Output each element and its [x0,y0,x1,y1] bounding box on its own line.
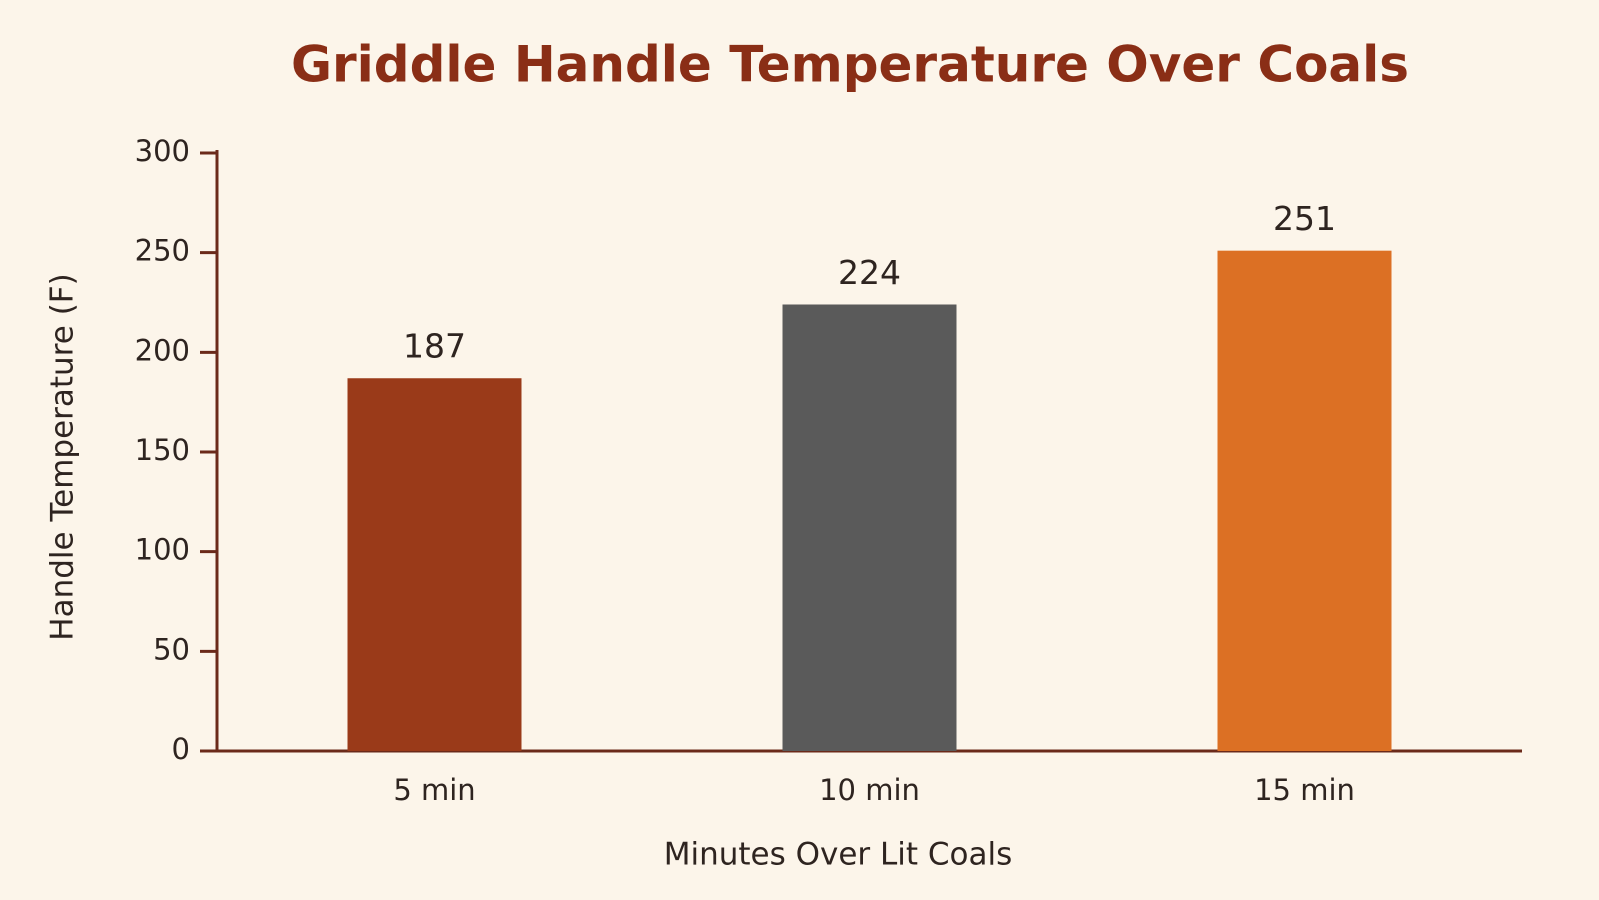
x-tick-label: 15 min [1254,773,1355,807]
y-tick-label: 100 [135,533,190,567]
y-tick-label: 200 [135,333,190,367]
y-tick-label: 50 [153,632,190,666]
bar [347,378,522,751]
y-tick-label: 150 [135,433,190,467]
x-tick-label: 5 min [393,773,475,807]
y-tick-label: 250 [135,234,190,268]
value-label: 187 [403,327,466,366]
chart-title: Griddle Handle Temperature Over Coals [291,36,1409,94]
value-label: 224 [838,253,901,292]
x-tick-label: 10 min [819,773,920,807]
bar [782,304,957,751]
value-label: 251 [1273,199,1336,238]
x-axis-title: Minutes Over Lit Coals [664,837,1013,873]
y-tick-label: 0 [172,732,190,766]
y-axis-title: Handle Temperature (F) [45,273,81,640]
y-tick-label: 300 [135,134,190,168]
bar [1217,250,1392,751]
